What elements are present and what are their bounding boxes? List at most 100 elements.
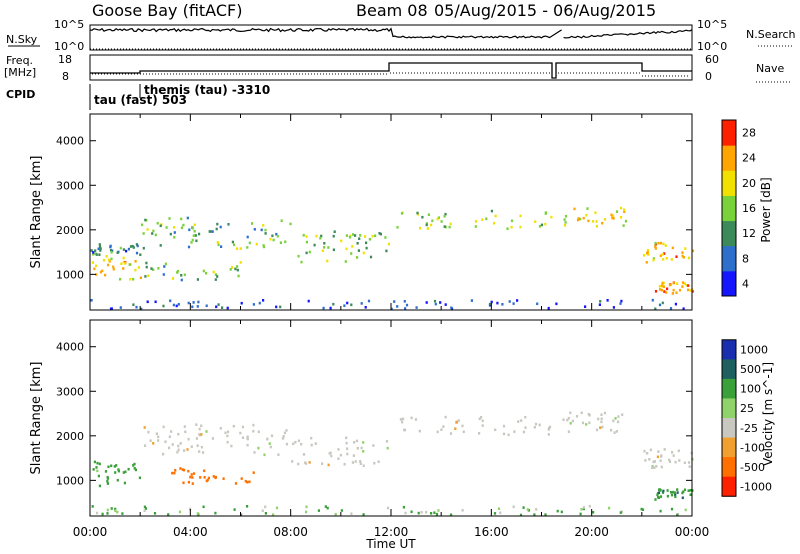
- scatter-cell: [576, 218, 580, 222]
- scatter-cell: [474, 225, 477, 228]
- scatter-cell: [425, 222, 428, 225]
- scatter-cell: [643, 254, 646, 257]
- scatter-cell: [608, 506, 611, 510]
- scatter-cell: [134, 260, 137, 263]
- freq-unit: [MHz]: [4, 66, 36, 79]
- y-tick-label: 1000: [56, 474, 84, 487]
- scatter-cell: [155, 432, 158, 435]
- scatter-cell: [662, 285, 665, 288]
- scatter-cell: [144, 218, 147, 222]
- scatter-cell: [437, 216, 440, 219]
- scatter-cell: [128, 263, 131, 266]
- scatter-cell: [294, 440, 297, 444]
- freq-strip: Freq. [MHz] 18 8 60 0 Nave: [4, 53, 790, 83]
- scatter-cell: [237, 274, 240, 278]
- scatter-cell: [672, 281, 675, 285]
- scatter-cell: [403, 428, 406, 432]
- scatter-cell: [536, 302, 539, 306]
- x-tick-label: 08:00: [273, 525, 308, 539]
- power-colorbar-label: Power [dB]: [759, 177, 773, 242]
- scatter-cell: [499, 511, 502, 515]
- colorbar-segment: [722, 339, 736, 360]
- scatter-cell: [269, 237, 272, 241]
- scatter-cell: [253, 451, 256, 454]
- scatter-cell: [93, 460, 96, 464]
- scatter-cell: [92, 251, 95, 254]
- scatter-cell: [516, 299, 519, 302]
- scatter-cell: [373, 461, 376, 465]
- scatter-cell: [415, 306, 418, 309]
- scatter-cell: [663, 290, 666, 293]
- scatter-cell: [512, 505, 515, 509]
- scatter-cell: [171, 471, 174, 475]
- scatter-cell: [215, 305, 218, 309]
- scatter-cell: [255, 242, 258, 246]
- scatter-cell: [564, 214, 568, 218]
- scatter-cell: [162, 452, 165, 456]
- scatter-cell: [687, 288, 690, 292]
- scatter-cell: [662, 489, 665, 493]
- scatter-cell: [450, 306, 453, 310]
- scatter-cell: [169, 299, 172, 303]
- scatter-cell: [580, 411, 583, 415]
- x-tick-label: 00:00: [73, 525, 108, 539]
- scatter-cell: [127, 247, 130, 251]
- scatter-cell: [684, 247, 687, 250]
- velocity-colorbar: 1000 500 100 25 -25 -100 -500 -1000: [721, 339, 772, 497]
- scatter-cell: [502, 432, 506, 436]
- scatter-cell: [198, 450, 201, 453]
- scatter-cell: [327, 246, 330, 249]
- scatter-cell: [208, 230, 211, 233]
- scatter-cell: [195, 437, 198, 440]
- scatter-cell: [600, 420, 603, 424]
- scatter-cell: [614, 417, 617, 420]
- scatter-cell: [345, 441, 348, 445]
- scatter-cell: [601, 425, 604, 429]
- scatter-cell: [390, 307, 393, 311]
- scatter-cell: [687, 284, 690, 287]
- scatter-cell: [600, 413, 603, 416]
- scatter-cell: [143, 505, 146, 509]
- scatter-cell: [264, 505, 267, 509]
- scatter-cell: [611, 216, 614, 220]
- scatter-cell: [324, 505, 327, 508]
- scatter-cell: [396, 226, 399, 229]
- scatter-cell: [297, 439, 300, 443]
- scatter-cell: [104, 470, 108, 473]
- scatter-cell: [606, 299, 609, 302]
- nsky-tick-bottom: 10^0: [54, 40, 84, 53]
- scatter-cell: [162, 273, 165, 276]
- scatter-cell: [547, 306, 550, 310]
- scatter-cell: [430, 512, 433, 515]
- scatter-cell: [385, 249, 388, 253]
- scatter-cell: [125, 249, 128, 253]
- scatter-cell: [660, 455, 663, 458]
- scatter-cell: [654, 245, 657, 248]
- scatter-cell: [171, 277, 175, 280]
- nsearch-label: N.Search: [746, 28, 796, 41]
- scatter-cell: [214, 278, 217, 281]
- scatter-cell: [176, 450, 179, 454]
- scatter-cell: [450, 513, 453, 517]
- scatter-cell: [196, 444, 199, 447]
- station-title: Goose Bay (fitACF): [92, 1, 242, 20]
- scatter-cell: [152, 268, 155, 271]
- colorbar-segment: [722, 437, 736, 458]
- scatter-cell: [659, 254, 662, 258]
- scatter-cell: [133, 462, 136, 466]
- scatter-cell: [671, 292, 674, 295]
- scatter-cell: [652, 460, 655, 464]
- scatter-cell: [522, 506, 525, 509]
- scatter-cell: [595, 428, 599, 432]
- scatter-cell: [513, 430, 516, 433]
- scatter-cell: [327, 463, 330, 467]
- scatter-cell: [275, 232, 278, 236]
- scatter-cell: [162, 425, 165, 429]
- scatter-cell: [538, 225, 542, 228]
- scatter-cell: [329, 451, 332, 455]
- scatter-cell: [99, 270, 102, 274]
- scatter-cell: [202, 269, 205, 273]
- scatter-cell: [520, 419, 523, 422]
- scatter-cell: [691, 249, 695, 253]
- scatter-cell: [94, 249, 97, 252]
